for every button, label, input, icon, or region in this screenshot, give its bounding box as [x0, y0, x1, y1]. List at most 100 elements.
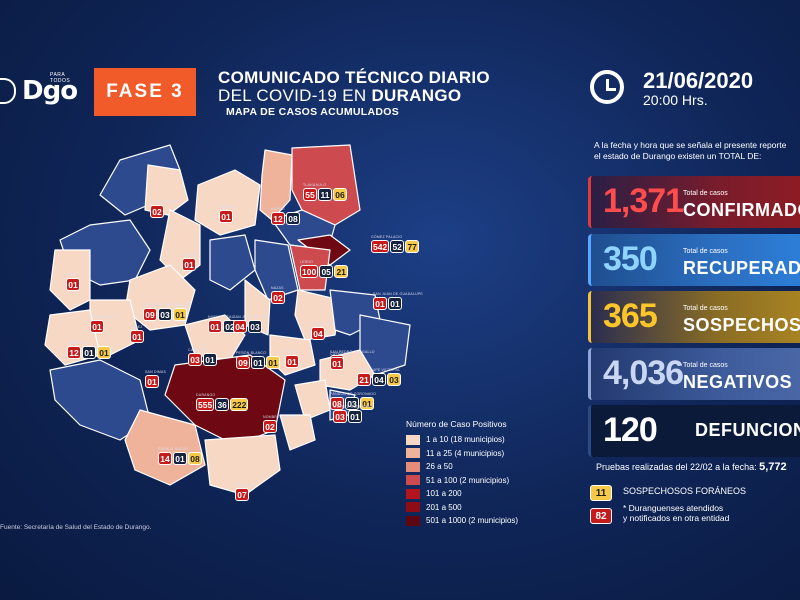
case-badge: 01	[251, 356, 265, 369]
municipality-region	[204, 434, 281, 496]
case-badge: 11	[318, 188, 332, 201]
case-badge: 12	[271, 212, 285, 225]
municipality-name: TLAHUALILO	[303, 183, 327, 187]
municipality-cases: 555 36 222	[196, 398, 249, 411]
suspected-card: 365 Total de casos SOSPECHOSOS	[588, 291, 800, 343]
municipality-name: SAN PEDRO DEL GALLO	[330, 350, 375, 354]
municipality-name: CUENCAMÉ	[330, 352, 352, 356]
case-badge: 04	[372, 373, 386, 386]
subtitle: MAPA DE CASOS ACUMULADOS	[226, 106, 400, 118]
municipality-cases: 03 01	[333, 410, 362, 423]
case-badge: 03	[387, 373, 401, 386]
municipality-cases: 02	[150, 205, 164, 218]
title-line2-strong: DURANGO	[371, 86, 462, 105]
case-badge: 01	[373, 297, 387, 310]
case-badge: 04	[233, 320, 247, 333]
tests-line: Pruebas realizadas del 22/02 a la fecha:…	[596, 461, 787, 473]
case-badge: 01	[182, 258, 196, 271]
case-badge: 03	[158, 308, 172, 321]
municipality-cases: 21 04 03	[357, 373, 401, 386]
case-badge: 03	[345, 397, 359, 410]
case-badge: 01	[388, 297, 402, 310]
legend-label: 501 a 1000 (2 municipios)	[426, 516, 519, 526]
legend-swatch	[406, 434, 420, 445]
recovered-card: 350 Total de casos RECUPERADOS	[588, 234, 800, 286]
case-badge: 03	[248, 320, 262, 333]
case-badge: 01	[173, 452, 187, 465]
case-badge: 09	[143, 308, 157, 321]
municipality-name: SAN DIMAS	[145, 370, 167, 374]
foreign-suspects: 11 SOSPECHOSOS FORÁNEOS	[590, 483, 746, 501]
municipality-name: TEPEHUANES	[90, 315, 116, 319]
municipality-region	[359, 314, 411, 376]
negative-card: 4,036 Total de casos NEGATIVOS	[588, 348, 800, 400]
case-badge: 01	[90, 320, 104, 333]
legend-swatch	[406, 448, 420, 459]
title-line1: COMUNICADO TÉCNICO DIARIO	[218, 68, 490, 87]
municipality-cases: 12 08	[271, 212, 300, 225]
title-line2: DEL COVID-19 EN DURANGO	[218, 86, 461, 106]
recovered-label: RECUPERADOS	[683, 258, 800, 278]
case-badge: 08	[188, 452, 202, 465]
legend-label: 26 a 50	[426, 462, 453, 472]
suspected-label: SOSPECHOSOS	[683, 315, 800, 335]
case-badge: 12	[67, 346, 81, 359]
legend-label: 11 a 25 (4 municipios)	[426, 448, 505, 458]
report-time: 20:00 Hrs.	[643, 92, 708, 108]
other-entity-label: * Duranguenses atendidos y notificados en…	[623, 503, 729, 524]
foreign-suspects-badge: 11	[590, 485, 612, 501]
deaths-label: DEFUNCIONES	[695, 420, 800, 440]
municipality-cases: 01	[219, 210, 233, 223]
municipality-name: MAPIMÍ	[271, 207, 285, 211]
deaths-card: 120 DEFUNCIONES	[588, 405, 800, 457]
municipality-cases: 01 02	[208, 320, 237, 333]
case-badge: 222	[230, 398, 249, 411]
municipality-name: MEZQUITAL	[235, 483, 257, 487]
confirmed-small: Total de casos	[683, 190, 728, 197]
durango-map	[44, 144, 411, 496]
case-badge: 01	[348, 410, 362, 423]
municipality-name: GÓMEZ PALACIO	[371, 235, 403, 239]
map-legend: Número de Caso Positivos 1 a 10 (18 muni…	[406, 419, 576, 528]
case-badge: 21	[334, 265, 349, 278]
municipality-name: EL ORO	[182, 253, 197, 257]
municipality-cases: 09 01 01	[236, 356, 280, 369]
durango-logo: PARA TODOS Dgo	[0, 70, 80, 110]
case-badge: 01	[130, 330, 144, 343]
legend-label: 101 a 200	[426, 489, 462, 499]
municipality-cases: 542 52 77	[371, 240, 420, 253]
municipality-name: NAZAS	[271, 286, 284, 290]
foreign-suspects-label: SOSPECHOSOS FORÁNEOS	[623, 486, 747, 496]
municipality-name: SANTIAGO PAPASQUIARO	[143, 303, 192, 307]
municipality-region	[294, 379, 331, 421]
logo-text: Dgo	[22, 76, 78, 106]
municipality-name: HIDALGO	[219, 205, 237, 209]
municipality-cases: 01	[285, 355, 299, 368]
legend-item: 1 a 10 (18 municipios)	[406, 433, 576, 447]
legend-title: Número de Caso Positivos	[406, 419, 507, 429]
case-badge: 02	[271, 291, 285, 304]
case-badge: 52	[390, 240, 405, 253]
municipality-name: RODEO	[285, 350, 299, 354]
municipality-name: TOPIA	[66, 273, 78, 277]
intro-line1: A la fecha y hora que se señala el prese…	[594, 140, 787, 150]
tests-label: Pruebas realizadas del 22/02 a la fecha:	[596, 462, 760, 472]
case-badge: 08	[286, 212, 300, 225]
other-entity-line1: * Duranguenses atendidos	[623, 503, 724, 513]
municipality-cases: 01	[130, 330, 144, 343]
source-note: Fuente: Secretaría de Salud del Estado d…	[0, 524, 152, 531]
municipality-cases: 07	[235, 488, 249, 501]
municipality-cases: 02	[263, 420, 277, 433]
case-badge: 02	[150, 205, 164, 218]
municipality-region	[279, 414, 316, 451]
case-badge: 06	[333, 188, 347, 201]
negative-label: NEGATIVOS	[683, 372, 793, 392]
municipality-name: SAN BERNARDO	[150, 200, 181, 204]
municipality-name: PEÑÓN BLANCO	[236, 351, 267, 355]
municipality-cases: 14 01 08	[158, 452, 202, 465]
municipality-cases: 01	[90, 320, 104, 333]
case-badge: 09	[236, 356, 250, 369]
title-line2-prefix: DEL COVID-19 EN	[218, 86, 372, 105]
legend-label: 51 a 100 (2 municipios)	[426, 475, 510, 485]
case-badge: 03	[188, 353, 202, 366]
